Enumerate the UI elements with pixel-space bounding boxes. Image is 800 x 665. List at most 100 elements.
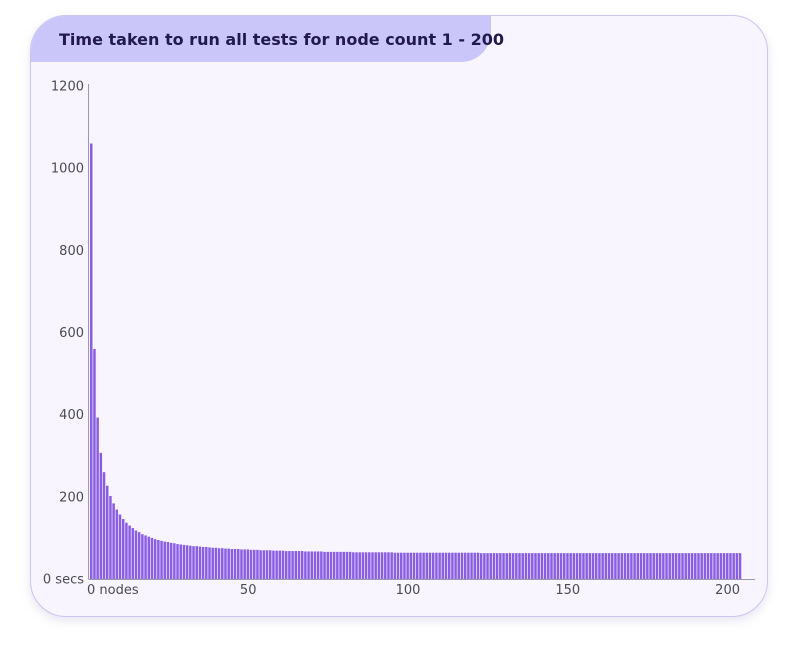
bar-node-34 <box>195 546 198 579</box>
bar-node-127 <box>492 553 496 579</box>
bar-node-11 <box>121 519 125 579</box>
bar-node-193 <box>703 553 707 579</box>
bar-node-52 <box>253 549 256 579</box>
bar-node-192 <box>700 553 703 579</box>
bar-node-29 <box>179 544 182 579</box>
bar-node-88 <box>368 552 371 579</box>
bar-node-162 <box>604 553 608 579</box>
bar-node-188 <box>687 553 691 579</box>
bar-node-163 <box>607 553 611 579</box>
bar-node-187 <box>684 553 687 579</box>
bar-node-125 <box>486 553 489 579</box>
bar-node-142 <box>540 553 544 579</box>
bar-node-undefined <box>732 553 735 579</box>
bar-node-93 <box>384 552 387 579</box>
bar-node-108 <box>431 552 435 579</box>
bar-node-114 <box>451 552 454 579</box>
y-tick-label: 0 secs <box>43 573 84 588</box>
bar-node-165 <box>614 553 617 579</box>
bar-node-180 <box>662 553 665 579</box>
bar-node-73 <box>320 551 323 579</box>
bar-node-31 <box>185 545 189 579</box>
bar-node-4 <box>99 452 103 579</box>
bar-node-182 <box>668 553 671 579</box>
bar-node-71 <box>313 551 317 579</box>
bar-node-41 <box>217 548 221 579</box>
bar-node-151 <box>569 553 572 579</box>
bar-node-123 <box>479 553 483 579</box>
bar-node-169 <box>626 553 630 579</box>
bar-node-139 <box>531 553 534 579</box>
bar-node-174 <box>642 553 646 579</box>
y-tick-label: 800 <box>59 244 84 259</box>
bar-node-191 <box>697 553 700 579</box>
bar-node-50 <box>246 549 250 579</box>
bar-node-48 <box>240 549 243 579</box>
bar-node-91 <box>377 552 381 579</box>
bar-node-138 <box>527 553 531 579</box>
bar-node-7 <box>109 496 112 579</box>
bar-node-12 <box>125 522 128 579</box>
bar-node-144 <box>547 553 550 579</box>
bar-node-75 <box>326 551 329 579</box>
bar-node-153 <box>575 553 579 579</box>
bar-node-undefined <box>729 553 732 579</box>
bar-node-55 <box>262 550 266 579</box>
bar-node-179 <box>658 553 662 579</box>
bar-node-84 <box>355 552 358 579</box>
bar-node-66 <box>297 551 301 579</box>
bar-node-10 <box>118 514 122 579</box>
bar-node-16 <box>137 532 141 579</box>
bar-node-19 <box>147 536 151 579</box>
bar-node-184 <box>674 553 678 579</box>
bar-node-190 <box>694 553 697 579</box>
bar-node-186 <box>681 553 684 579</box>
bar-node-131 <box>505 553 508 579</box>
bar-node-149 <box>563 553 566 579</box>
bar-node-45 <box>230 549 234 579</box>
bar-node-178 <box>655 553 659 579</box>
bar-node-176 <box>649 553 652 579</box>
bar-node-69 <box>307 551 310 579</box>
bar-node-13 <box>128 525 131 579</box>
bar-node-8 <box>112 503 115 579</box>
bar-node-21 <box>153 539 157 579</box>
bar-node-60 <box>278 550 282 579</box>
bar-node-100 <box>406 552 409 579</box>
bar-node-76 <box>329 551 333 579</box>
bar-node-164 <box>610 553 614 579</box>
bar-node-44 <box>227 548 230 579</box>
bar-node-67 <box>300 551 304 579</box>
bar-node-17 <box>141 534 144 579</box>
bar-node-195 <box>710 553 713 579</box>
bar-node-20 <box>150 537 154 579</box>
bar-node-198 <box>719 553 723 579</box>
bar-node-147 <box>556 553 560 579</box>
bar-node-51 <box>249 549 253 579</box>
x-tick-labels: 0 nodes 50 100 150 200 <box>87 583 740 598</box>
bar-node-43 <box>224 548 227 579</box>
bar-node-64 <box>291 551 294 579</box>
bar-node-171 <box>633 553 636 579</box>
bar-node-133 <box>511 553 515 579</box>
bar-node-81 <box>345 551 349 579</box>
bar-node-36 <box>201 546 205 579</box>
bar-node-3 <box>96 417 99 579</box>
x-tick-label: 0 nodes <box>87 583 139 598</box>
bar-node-200 <box>726 553 729 579</box>
bar-node-90 <box>374 552 377 579</box>
y-tick-label: 1000 <box>51 162 84 177</box>
bar-node-119 <box>467 552 470 579</box>
bar-node-25 <box>166 542 170 579</box>
bar-node-199 <box>722 553 726 579</box>
bar-node-166 <box>617 553 620 579</box>
bar-node-32 <box>189 545 192 579</box>
bar-node-54 <box>259 550 262 579</box>
bar-node-70 <box>310 551 314 579</box>
bar-node-26 <box>169 542 173 579</box>
bar-node-103 <box>416 552 419 579</box>
bar-node-15 <box>134 530 138 579</box>
bar-node-161 <box>601 553 604 579</box>
bar-node-172 <box>636 553 640 579</box>
bar-node-135 <box>518 553 521 579</box>
